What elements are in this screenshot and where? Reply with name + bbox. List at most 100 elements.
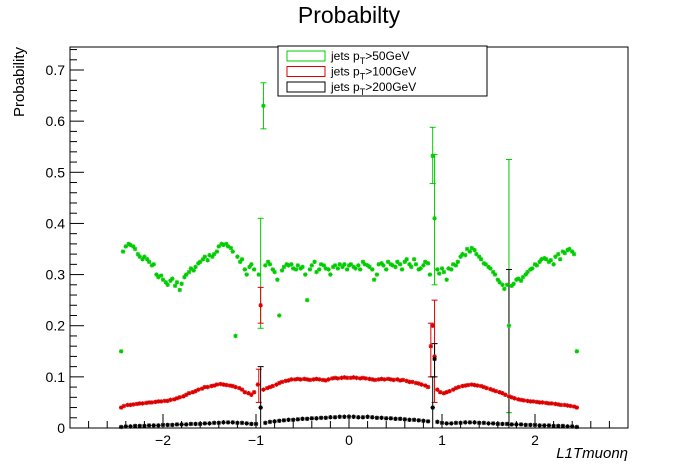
data-point-series-2	[171, 397, 177, 402]
data-point-series-3	[216, 420, 221, 426]
data-point-series-2	[367, 376, 372, 382]
data-point-series-3	[323, 415, 328, 420]
data-point-series-1	[328, 272, 333, 277]
data-point-series-1	[149, 263, 155, 268]
data-point-series-3	[165, 422, 170, 428]
y-tick-label: 0.7	[46, 62, 66, 78]
data-point-series-1	[432, 216, 437, 221]
data-point-series-1	[224, 241, 229, 247]
x-tick-label: −1	[248, 432, 264, 448]
data-point-series-2	[558, 402, 564, 408]
data-point-series-1	[228, 245, 234, 251]
data-point-series-1	[556, 251, 561, 257]
data-point-series-1	[486, 264, 491, 270]
data-point-series-1	[172, 283, 178, 289]
data-point-series-1	[144, 257, 150, 262]
data-point-series-1	[360, 259, 366, 264]
data-point-series-2	[506, 394, 512, 399]
data-point-series-1	[357, 267, 363, 272]
data-point-series-2	[407, 379, 412, 385]
data-point-series-1	[460, 251, 465, 257]
data-point-series-1	[200, 257, 206, 262]
data-point-series-1	[439, 266, 445, 271]
data-point-series-1	[463, 252, 468, 258]
data-point-series-3	[430, 405, 435, 410]
data-point-series-3	[239, 420, 245, 426]
data-point-series-3	[360, 415, 366, 420]
data-point-series-3	[551, 423, 556, 429]
data-point-series-3	[486, 421, 491, 426]
data-point-series-2	[174, 396, 180, 401]
data-point-series-1	[365, 263, 370, 268]
data-point-series-1	[539, 257, 544, 262]
data-point-series-3	[397, 416, 403, 421]
data-point-series-1	[267, 262, 273, 267]
data-point-series-1	[458, 254, 463, 259]
data-point-series-1	[337, 262, 342, 267]
data-point-series-3	[425, 419, 431, 424]
data-point-series-1	[158, 273, 164, 278]
data-point-series-3	[146, 423, 152, 428]
data-point-series-2	[416, 381, 421, 386]
data-point-series-2	[472, 382, 477, 388]
data-point-series-1	[330, 264, 336, 270]
data-point-series-2	[382, 377, 387, 382]
data-point-series-1	[182, 274, 187, 280]
data-point-series-1	[393, 264, 398, 270]
data-point-series-2	[323, 378, 328, 383]
data-point-series-2	[267, 384, 273, 390]
data-point-series-2	[425, 384, 431, 390]
data-point-series-1	[557, 257, 563, 262]
data-point-series-2	[512, 396, 517, 401]
data-point-series-1	[504, 282, 510, 288]
data-point-series-1	[511, 281, 516, 286]
data-point-series-1	[437, 271, 442, 276]
data-point-series-3	[249, 421, 254, 427]
data-point-series-2	[363, 376, 368, 381]
data-point-series-1	[298, 266, 303, 271]
data-point-series-2	[128, 402, 133, 408]
data-point-series-2	[503, 392, 508, 397]
data-point-series-2	[530, 399, 536, 404]
data-point-series-1	[332, 263, 338, 268]
x-tick-label: 1	[438, 432, 446, 448]
data-point-series-1	[467, 249, 473, 254]
data-point-series-1	[370, 267, 375, 272]
data-point-series-2	[437, 390, 443, 395]
data-point-series-1	[235, 254, 240, 259]
data-point-series-1	[335, 266, 341, 271]
data-point-series-1	[516, 276, 521, 281]
data-point-series-3	[411, 417, 417, 423]
data-point-series-2	[372, 377, 378, 383]
data-point-series-3	[156, 423, 161, 428]
data-point-series-1	[251, 267, 257, 272]
data-point-series-2	[478, 383, 484, 389]
data-point-series-1	[340, 264, 345, 270]
data-point-series-1	[318, 262, 324, 267]
data-point-series-2	[465, 382, 471, 388]
data-point-series-2	[497, 390, 502, 395]
data-point-series-3	[565, 424, 570, 429]
data-point-series-1	[481, 261, 487, 266]
data-point-series-3	[337, 414, 342, 419]
data-point-series-3	[570, 424, 575, 429]
data-point-series-1	[346, 263, 352, 268]
data-point-series-2	[283, 378, 288, 384]
data-point-series-1	[275, 277, 280, 282]
data-point-series-2	[277, 380, 282, 386]
data-point-series-1	[441, 269, 447, 275]
data-point-series-3	[439, 420, 445, 426]
data-point-series-2	[156, 399, 161, 404]
data-point-series-2	[453, 385, 459, 391]
data-point-series-3	[286, 417, 291, 423]
data-point-series-3	[295, 417, 301, 422]
data-point-series-3	[211, 420, 217, 426]
data-point-series-2	[251, 390, 257, 395]
data-point-series-1	[291, 266, 296, 271]
data-point-series-1	[265, 259, 271, 264]
data-point-series-3	[518, 422, 524, 427]
data-point-series-2	[549, 401, 554, 406]
data-point-series-1	[207, 252, 212, 258]
data-point-series-2	[196, 387, 201, 392]
